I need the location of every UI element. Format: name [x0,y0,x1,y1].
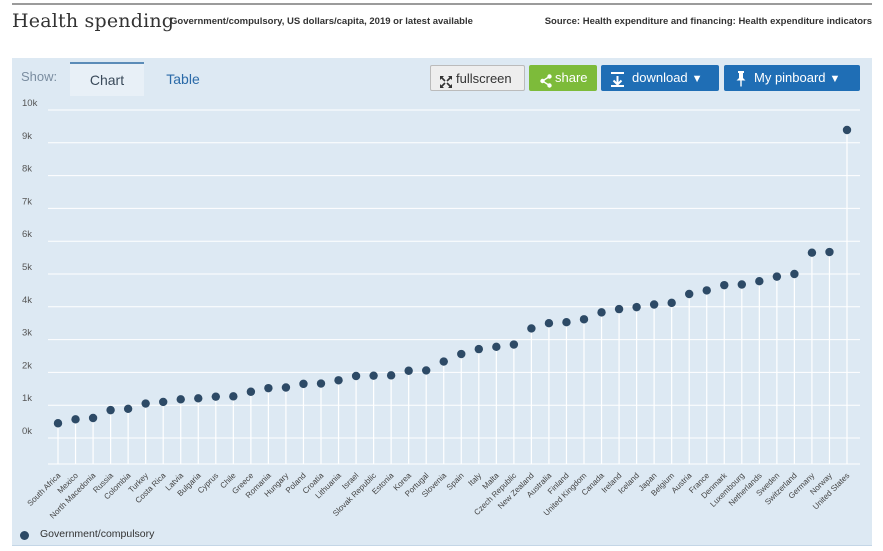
data-point [737,280,746,289]
y-tick-label: 6k [22,229,32,240]
y-tick-label: 3k [22,328,32,339]
header: Health spending Government/compulsory, U… [12,10,872,38]
chart-toolbar: Show: Chart Table fullscreen shar [12,58,872,97]
data-point [299,379,308,389]
data-point [457,349,466,359]
share-icon [540,71,552,97]
data-point [351,371,361,381]
pin-icon [736,70,746,96]
data-point [527,324,536,333]
download-label: download ▼ [632,70,703,85]
fullscreen-label: fullscreen [456,71,512,86]
y-tick-label: 8k [22,164,32,175]
plot-area [12,96,872,468]
data-point [194,394,203,403]
data-point [562,318,571,327]
data-point [474,344,483,354]
data-point [842,125,852,135]
data-point [755,277,764,286]
data-point [422,366,431,375]
data-point [702,286,711,295]
data-point [807,248,817,257]
data-point [509,340,519,349]
data-point [790,269,799,279]
x-tick-label: Spain [445,471,466,492]
header-rule [12,3,872,5]
chart-panel: Show: Chart Table fullscreen shar [12,58,872,546]
legend-divider [12,545,872,546]
share-label: share [555,70,588,85]
data-point [720,280,729,290]
data-point [667,298,676,308]
data-point [211,392,220,401]
data-point [492,342,501,352]
data-point [579,315,589,324]
data-point [597,308,606,317]
data-point [685,289,694,299]
share-button[interactable]: share [529,65,597,91]
data-point [772,272,782,281]
data-point [106,405,115,415]
pinboard-button[interactable]: My pinboard ▼ [724,65,860,91]
y-tick-label: 1k [22,393,32,404]
data-point [316,379,326,388]
data-point [176,395,185,404]
data-point [53,419,63,428]
y-tick-label: 5k [22,262,32,273]
page-subtitle: Government/compulsory, US dollars/capita… [170,16,473,27]
download-button[interactable]: download ▼ [601,65,719,91]
data-point [632,302,641,312]
data-point [246,387,256,396]
data-point [614,304,624,314]
data-point [334,376,343,385]
page-title: Health spending [12,10,175,32]
legend-marker [20,531,29,540]
y-tick-label: 10k [22,98,38,109]
data-point [141,399,150,408]
data-point [544,319,554,328]
y-tick-label: 7k [22,196,32,207]
data-point [88,413,98,423]
data-point [71,415,80,424]
y-tick-label: 0k [22,426,32,437]
download-icon [611,70,624,96]
y-tick-label: 4k [22,295,32,306]
tab-chart[interactable]: Chart [70,62,144,96]
fullscreen-button[interactable]: fullscreen [430,65,525,91]
data-point [439,357,448,366]
tab-table[interactable]: Table [166,71,200,87]
data-point [369,371,378,380]
y-tick-label: 2k [22,360,32,371]
data-point [229,392,238,401]
caret-down-icon: ▼ [691,73,703,85]
show-label: Show: [21,69,58,84]
data-point [281,383,291,392]
caret-down-icon: ▼ [829,73,841,85]
data-point [825,247,834,257]
data-point [386,371,396,380]
y-tick-label: 9k [22,131,32,142]
legend-label: Government/compulsory [40,528,155,540]
data-point [264,383,273,393]
pinboard-label: My pinboard ▼ [754,70,841,85]
data-point [123,404,133,414]
data-point [159,397,168,407]
data-point [649,300,659,309]
expand-arrows-icon [439,72,453,98]
source-note: Source: Health expenditure and financing… [544,16,872,27]
data-point [404,366,413,375]
